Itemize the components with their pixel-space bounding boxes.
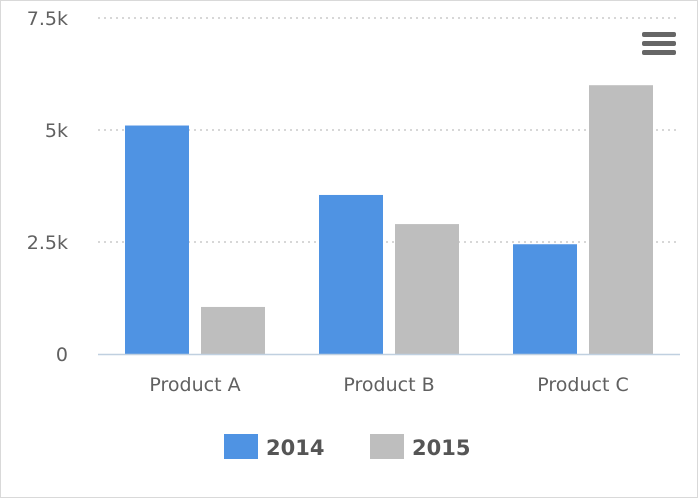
menu-icon-bar-3 <box>642 50 676 55</box>
x-axis-labels: Product A Product B Product C <box>149 374 628 396</box>
legend-label: 2015 <box>412 436 470 460</box>
bars <box>125 85 653 355</box>
chart-menu-button[interactable] <box>640 30 676 60</box>
gridlines <box>98 17 680 243</box>
legend-item-2014[interactable]: 2014 <box>224 434 324 460</box>
y-tick-label: 0 <box>56 344 68 366</box>
legend-item-2015[interactable]: 2015 <box>370 434 470 460</box>
y-tick-label: 2.5k <box>27 232 68 254</box>
x-tick-label: Product A <box>149 374 240 396</box>
legend[interactable]: 2014 2015 <box>224 434 470 460</box>
bar-2015-product-b[interactable] <box>395 224 459 354</box>
bar-2015-product-c[interactable] <box>589 85 653 354</box>
y-tick-label: 7.5k <box>27 8 68 30</box>
legend-swatch <box>224 434 258 459</box>
bar-2014-product-b[interactable] <box>319 194 383 354</box>
y-tick-label: 5k <box>45 120 68 142</box>
legend-label: 2014 <box>266 436 324 460</box>
y-axis-labels: 0 2.5k 5k 7.5k <box>27 8 68 366</box>
x-tick-label: Product C <box>537 374 628 396</box>
bar-2014-product-c[interactable] <box>513 244 577 354</box>
menu-icon-bar-1 <box>642 32 676 37</box>
bar-2015-product-a[interactable] <box>201 306 265 354</box>
legend-swatch <box>370 434 404 459</box>
bar-2014-product-a[interactable] <box>125 125 189 355</box>
menu-icon-bar-2 <box>642 41 676 46</box>
x-tick-label: Product B <box>343 374 434 396</box>
